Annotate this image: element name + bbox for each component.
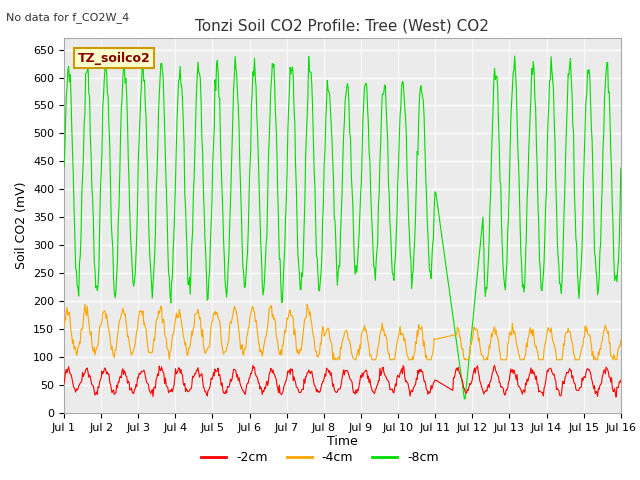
- Legend: -2cm, -4cm, -8cm: -2cm, -4cm, -8cm: [196, 446, 444, 469]
- Text: No data for f_CO2W_4: No data for f_CO2W_4: [6, 12, 130, 23]
- Title: Tonzi Soil CO2 Profile: Tree (West) CO2: Tonzi Soil CO2 Profile: Tree (West) CO2: [195, 18, 490, 33]
- Text: TZ_soilco2: TZ_soilco2: [78, 51, 150, 64]
- Y-axis label: Soil CO2 (mV): Soil CO2 (mV): [15, 182, 28, 269]
- X-axis label: Time: Time: [327, 435, 358, 448]
